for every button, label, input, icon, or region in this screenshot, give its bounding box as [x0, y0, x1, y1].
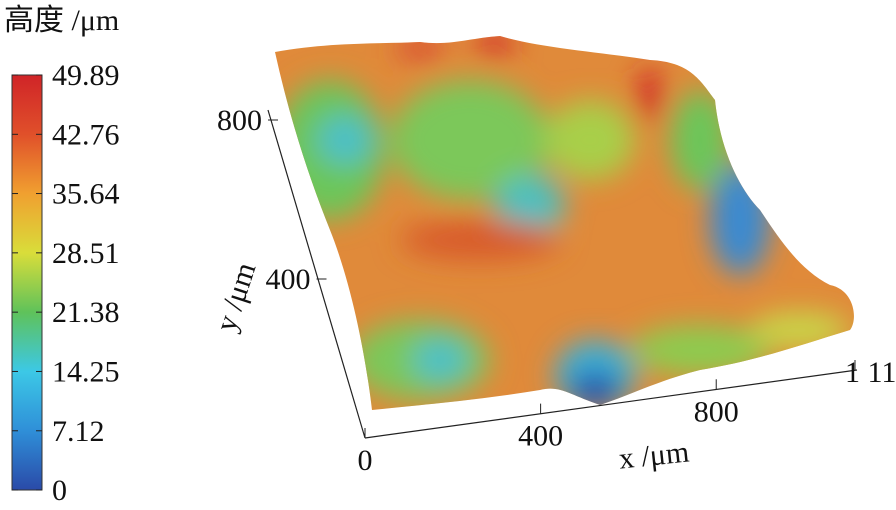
colorbar-tick-label: 35.64 [52, 178, 120, 211]
y-axis [267, 109, 366, 439]
colorbar [11, 74, 43, 491]
colorbar-tick-label: 42.76 [52, 118, 120, 151]
x-tick-label: 800 [694, 395, 739, 428]
colorbar-tick-label: 49.89 [52, 59, 120, 92]
colorbar-tick-label: 28.51 [52, 237, 120, 270]
x-tick-label: 400 [518, 420, 563, 453]
colorbar-tick-label: 21.38 [52, 296, 120, 329]
x-axis [364, 369, 858, 439]
colorbar-tick-label: 7.12 [52, 415, 105, 448]
colorbar-tick-label: 0 [52, 474, 67, 505]
x-tick-label: 1 116.1 [845, 356, 896, 389]
x-axis-label: x /μm [617, 435, 690, 475]
y-axis-label: y /μm [209, 259, 262, 336]
colorbar-tick-label: 14.25 [52, 355, 120, 388]
x-tick-label: 0 [358, 444, 373, 477]
surface [275, 36, 854, 410]
y-tick-label: 800 [217, 104, 262, 137]
colorbar-title: 高度 /μm [4, 4, 119, 37]
y-tick-label: 400 [266, 263, 311, 296]
